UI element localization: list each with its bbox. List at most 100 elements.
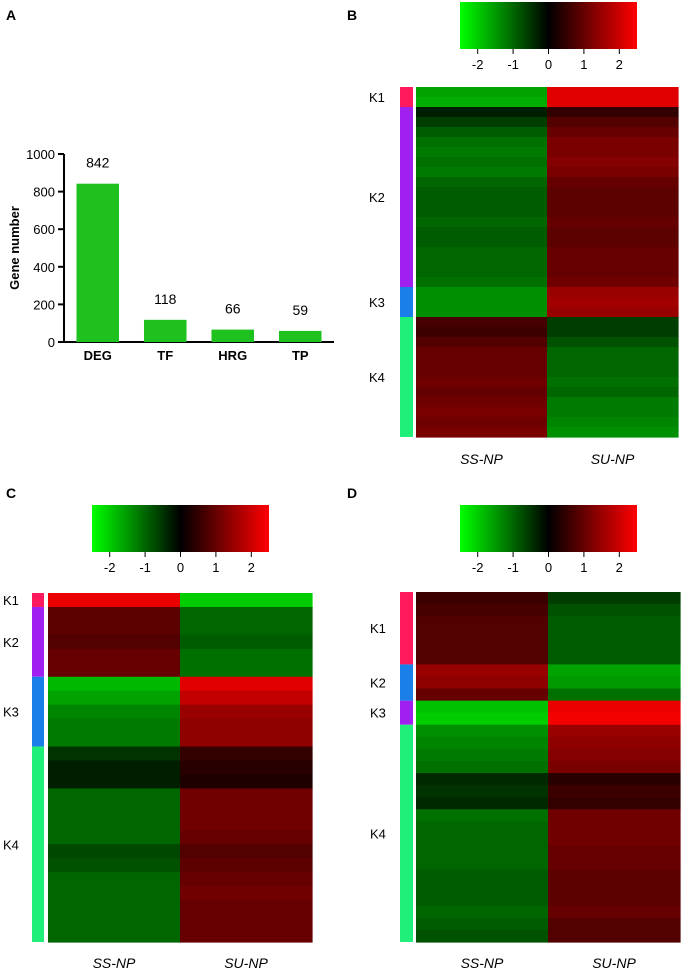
heatmap-cell — [416, 652, 549, 666]
heatmap-panel-d: K1 K2 K3 K4 SS-NP SU-NP — [370, 592, 681, 969]
heatmap-cell — [416, 821, 549, 834]
y-tick-label: 0 — [48, 335, 55, 350]
heatmap-cell — [180, 844, 313, 859]
cluster-label-k2: K2 — [370, 676, 386, 691]
heatmap-cell — [416, 377, 548, 388]
bar-value-label: 66 — [225, 301, 241, 317]
heatmap-cell — [548, 712, 681, 726]
heatmap-cell — [180, 872, 313, 887]
heatmap-cell — [416, 797, 549, 810]
heatmap-cell — [416, 845, 549, 859]
heatmap-cell — [416, 367, 548, 378]
heatmap-cell — [180, 648, 313, 664]
heatmap-cell — [180, 620, 313, 636]
heatmap-cell — [547, 137, 679, 148]
heatmap-cell — [547, 117, 679, 128]
heatmap-cell — [548, 893, 681, 907]
heatmap-cell — [547, 107, 679, 118]
y-tick-label: 1000 — [26, 147, 55, 162]
cluster-label-k3: K3 — [369, 295, 385, 310]
heatmap-cell — [180, 746, 313, 762]
heatmap-cell — [48, 676, 181, 692]
column-label-ss-np: SS-NP — [460, 451, 503, 467]
heatmap-cell — [180, 900, 313, 915]
heatmap-cell — [547, 367, 679, 378]
cluster-label-k3: K3 — [370, 706, 386, 721]
heatmap-cell — [416, 917, 549, 931]
colorbar-tick-label: 1 — [580, 57, 587, 72]
heatmap-cell — [180, 634, 313, 650]
colorbar-panel-d: -2 -1 0 1 2 — [460, 505, 637, 575]
colorbar-tick-label: -1 — [139, 560, 151, 575]
heatmap-cell — [548, 688, 681, 702]
heatmap-cell — [547, 327, 679, 338]
cluster-bar-k4 — [400, 317, 413, 437]
colorbar-tick-label: -2 — [472, 560, 484, 575]
heatmap-cell — [416, 127, 548, 138]
heatmap-cell — [416, 905, 549, 919]
panel-label-b: B — [347, 7, 357, 23]
heatmap-cell — [48, 844, 181, 859]
heatmap-cell — [180, 788, 313, 803]
heatmap-cell — [548, 748, 681, 762]
colorbar-tick-label: 0 — [177, 560, 184, 575]
heatmap-cell — [48, 928, 181, 943]
cluster-bar-k3 — [400, 287, 413, 317]
heatmap-cell — [180, 830, 313, 845]
heatmap-cell — [548, 760, 681, 774]
heatmap-cell — [547, 297, 679, 308]
cluster-label-k4: K4 — [369, 370, 385, 385]
heatmap-cell — [416, 397, 548, 408]
heatmap-cell — [416, 147, 548, 158]
panel-label-d: D — [347, 485, 357, 501]
heatmap-cell — [548, 821, 681, 834]
heatmap-cell — [548, 652, 681, 666]
colorbar-tick-label: -2 — [472, 57, 484, 72]
heatmap-cell — [416, 317, 548, 328]
heatmap-cell — [416, 87, 548, 98]
colorbar-gradient — [92, 505, 269, 552]
heatmap-cell — [416, 785, 549, 798]
bar-value-label: 59 — [292, 302, 308, 318]
heatmap-cell — [548, 592, 681, 605]
heatmap-cell — [416, 640, 549, 653]
heatmap-cell — [416, 137, 548, 148]
heatmap-cell — [416, 688, 549, 702]
heatmap-cell — [547, 267, 679, 278]
heatmap-cell — [548, 797, 681, 810]
cluster-label-k1: K1 — [369, 90, 385, 105]
heatmap-cell — [180, 606, 313, 622]
colorbar-tick-label: 1 — [212, 560, 219, 575]
heatmap-cell — [180, 858, 313, 873]
heatmap-cell — [547, 307, 679, 318]
heatmap-cell — [547, 417, 679, 428]
heatmap-cell — [547, 277, 679, 288]
heatmap-cell — [416, 748, 549, 762]
heatmap-cell — [548, 929, 681, 943]
heatmap-cell — [416, 893, 549, 907]
heatmap-cell — [180, 732, 313, 748]
y-axis-label: Gene number — [7, 206, 22, 290]
heatmap-cell — [416, 616, 549, 629]
colorbar-tick-label: -2 — [104, 560, 116, 575]
heatmap-cell — [416, 809, 549, 822]
y-tick-label: 200 — [33, 297, 55, 312]
heatmap-cell — [547, 387, 679, 398]
heatmap-cell — [416, 107, 548, 118]
heatmap-cell — [48, 606, 181, 622]
heatmap-cell — [548, 869, 681, 883]
heatmap-cell — [416, 307, 548, 318]
heatmap-cell — [547, 227, 679, 238]
bar-deg — [76, 183, 120, 342]
heatmap-cell — [547, 427, 679, 438]
heatmap-cell — [547, 217, 679, 228]
heatmap-cell — [416, 427, 548, 438]
cluster-label-k4: K4 — [3, 837, 19, 852]
heatmap-cell — [416, 157, 548, 168]
cluster-label-k3: K3 — [3, 705, 19, 720]
heatmap-cell — [416, 187, 548, 198]
heatmap-cell — [416, 277, 548, 288]
heatmap-cell — [547, 317, 679, 328]
cluster-bar-k1 — [32, 593, 44, 607]
heatmap-cell — [547, 337, 679, 348]
